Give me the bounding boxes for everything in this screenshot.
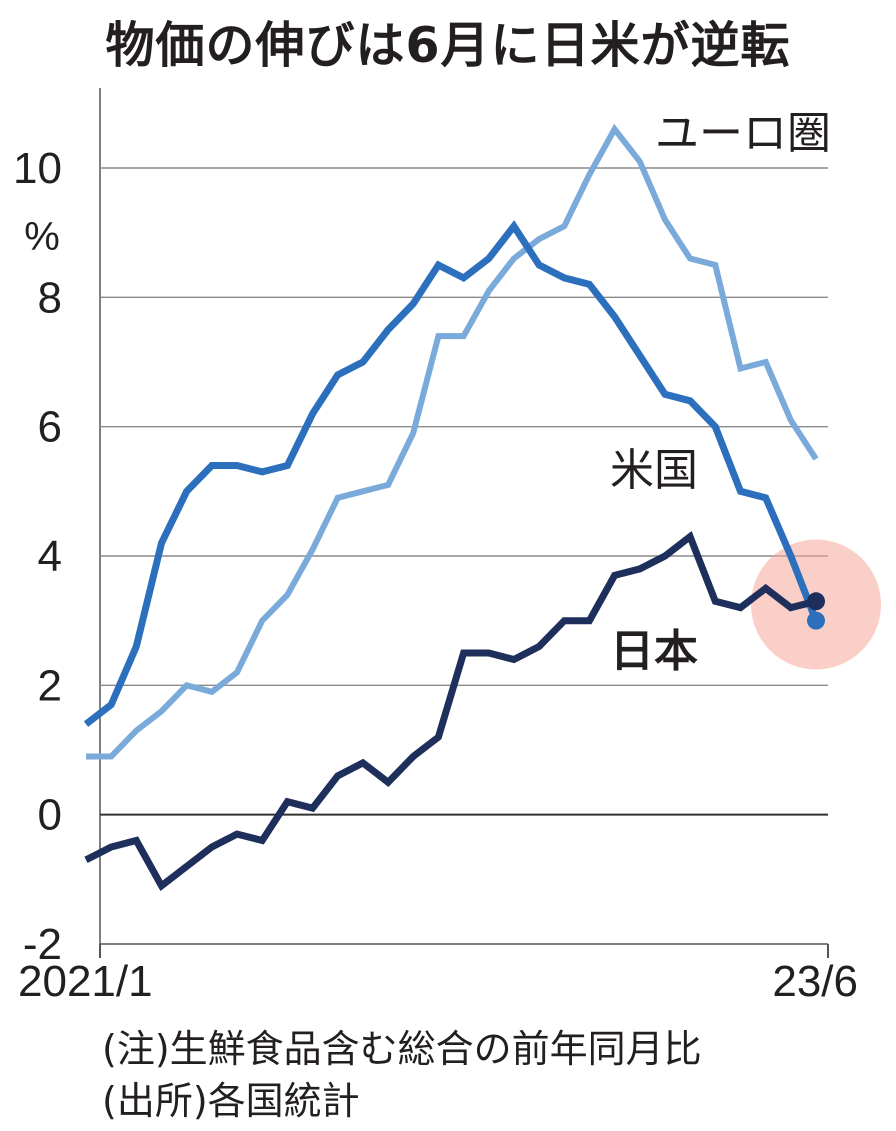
source-note: (出所)各国統計 bbox=[102, 1079, 360, 1123]
series-end-marker bbox=[807, 592, 825, 611]
chart-title: 物価の伸びは6月に日米が逆転 bbox=[105, 17, 791, 74]
series-line bbox=[86, 123, 819, 760]
footnote: (注)生鮮食品含む総合の前年同月比 bbox=[102, 1027, 702, 1071]
y-tick-label: -2 bbox=[23, 920, 62, 969]
series-line bbox=[83, 220, 820, 727]
y-tick-label: 10 bbox=[13, 144, 62, 193]
grid-layer bbox=[99, 88, 829, 958]
series-end-marker bbox=[807, 611, 825, 630]
x-tick-label: 23/6 bbox=[772, 957, 858, 1006]
series-label: 米国 bbox=[610, 445, 698, 496]
y-tick-label: 6 bbox=[38, 403, 62, 452]
y-tick-label: 0 bbox=[38, 791, 62, 840]
x-tick-label: 2021/1 bbox=[18, 957, 153, 1006]
series-layer bbox=[83, 123, 825, 892]
y-tick-label: 4 bbox=[38, 532, 62, 581]
series-label: 日本 bbox=[610, 626, 698, 677]
y-tick-label: 8 bbox=[38, 273, 62, 322]
y-axis-unit-label: % bbox=[24, 215, 60, 259]
y-tick-label: 2 bbox=[38, 661, 62, 710]
series-line bbox=[84, 530, 817, 892]
series-label: ユーロ圏 bbox=[655, 108, 831, 159]
